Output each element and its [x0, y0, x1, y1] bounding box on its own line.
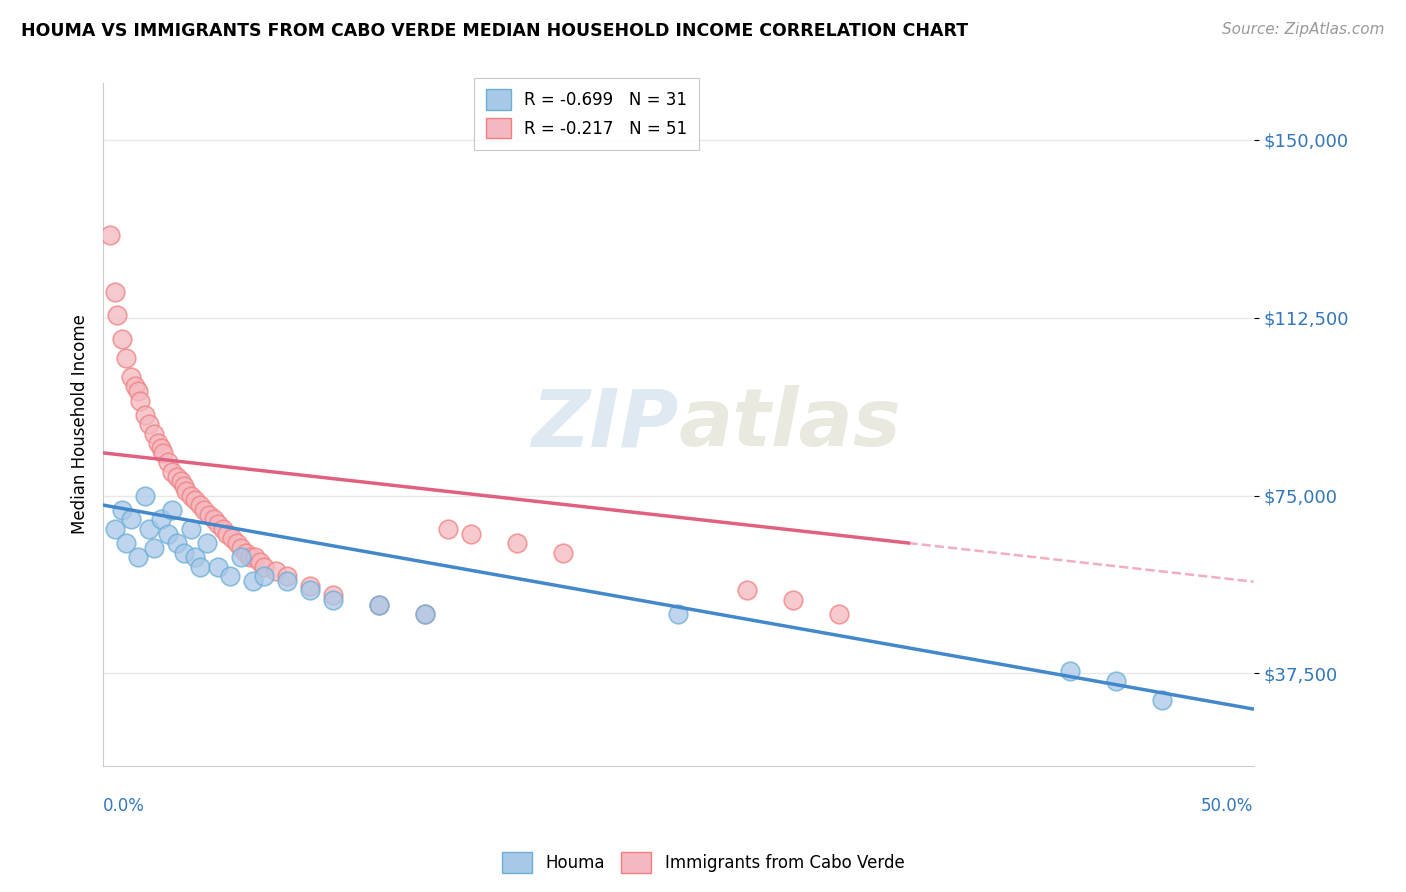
- Point: [460, 526, 482, 541]
- Point: [180, 489, 202, 503]
- Point: [264, 565, 287, 579]
- Legend: Houma, Immigrants from Cabo Verde: Houma, Immigrants from Cabo Verde: [495, 846, 911, 880]
- Point: [142, 541, 165, 555]
- Point: [211, 522, 233, 536]
- Point: [249, 555, 271, 569]
- Point: [243, 550, 266, 565]
- Point: [134, 489, 156, 503]
- Point: [173, 545, 195, 559]
- Point: [115, 351, 138, 365]
- Point: [110, 503, 132, 517]
- Point: [104, 522, 127, 536]
- Point: [828, 607, 851, 622]
- Point: [156, 526, 179, 541]
- Point: [142, 426, 165, 441]
- Text: Source: ZipAtlas.com: Source: ZipAtlas.com: [1222, 22, 1385, 37]
- Point: [127, 384, 149, 399]
- Point: [188, 559, 211, 574]
- Point: [156, 455, 179, 469]
- Point: [160, 465, 183, 479]
- Point: [124, 379, 146, 393]
- Point: [152, 446, 174, 460]
- Text: 0.0%: 0.0%: [103, 797, 145, 814]
- Point: [184, 550, 207, 565]
- Point: [221, 531, 243, 545]
- Point: [129, 393, 152, 408]
- Point: [166, 536, 188, 550]
- Point: [1059, 664, 1081, 678]
- Point: [782, 593, 804, 607]
- Point: [235, 545, 257, 559]
- Point: [170, 475, 193, 489]
- Point: [166, 469, 188, 483]
- Point: [413, 607, 436, 622]
- Point: [253, 569, 276, 583]
- Legend: R = -0.699   N = 31, R = -0.217   N = 51: R = -0.699 N = 31, R = -0.217 N = 51: [474, 78, 699, 150]
- Point: [1150, 692, 1173, 706]
- Point: [218, 569, 240, 583]
- Point: [115, 536, 138, 550]
- Point: [253, 559, 276, 574]
- Point: [666, 607, 689, 622]
- Point: [207, 559, 229, 574]
- Point: [149, 441, 172, 455]
- Point: [110, 332, 132, 346]
- Point: [198, 508, 221, 522]
- Point: [173, 479, 195, 493]
- Point: [160, 503, 183, 517]
- Text: HOUMA VS IMMIGRANTS FROM CABO VERDE MEDIAN HOUSEHOLD INCOME CORRELATION CHART: HOUMA VS IMMIGRANTS FROM CABO VERDE MEDI…: [21, 22, 969, 40]
- Point: [120, 370, 142, 384]
- Point: [193, 503, 215, 517]
- Point: [127, 550, 149, 565]
- Point: [202, 512, 225, 526]
- Point: [276, 574, 298, 588]
- Point: [217, 526, 239, 541]
- Point: [437, 522, 460, 536]
- Point: [120, 512, 142, 526]
- Point: [231, 541, 253, 555]
- Point: [231, 550, 253, 565]
- Point: [737, 583, 759, 598]
- Point: [105, 308, 128, 322]
- Point: [184, 493, 207, 508]
- Point: [149, 512, 172, 526]
- Point: [242, 574, 264, 588]
- Point: [207, 517, 229, 532]
- Point: [553, 545, 575, 559]
- Point: [188, 498, 211, 512]
- Point: [104, 285, 127, 299]
- Point: [195, 536, 218, 550]
- Y-axis label: Median Household Income: Median Household Income: [72, 315, 89, 534]
- Point: [225, 536, 247, 550]
- Text: atlas: atlas: [678, 385, 901, 464]
- Point: [1104, 673, 1126, 688]
- Point: [138, 522, 160, 536]
- Point: [299, 583, 322, 598]
- Text: ZIP: ZIP: [531, 385, 678, 464]
- Point: [239, 550, 262, 565]
- Point: [322, 593, 344, 607]
- Point: [276, 569, 298, 583]
- Point: [134, 408, 156, 422]
- Point: [148, 436, 170, 450]
- Point: [413, 607, 436, 622]
- Point: [180, 522, 202, 536]
- Point: [368, 598, 391, 612]
- Point: [174, 483, 197, 498]
- Point: [506, 536, 529, 550]
- Point: [138, 417, 160, 432]
- Text: 50.0%: 50.0%: [1201, 797, 1254, 814]
- Point: [368, 598, 391, 612]
- Point: [98, 227, 121, 242]
- Point: [322, 588, 344, 602]
- Point: [299, 579, 322, 593]
